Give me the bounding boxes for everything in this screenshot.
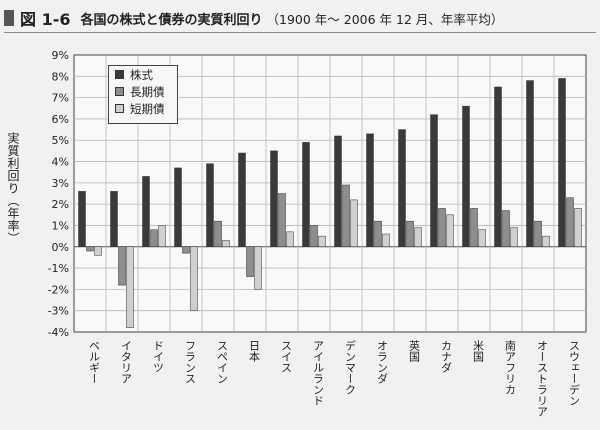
figure-title-bar: 図 1-6 各国の株式と債券の実質利回り （1900 年～ 2006 年 12 … xyxy=(4,6,596,30)
bar-stock xyxy=(174,167,182,248)
x-category-label: デンマーク xyxy=(344,339,357,395)
legend-label: 長期債 xyxy=(130,84,165,99)
bar-long-bond xyxy=(182,246,190,254)
y-tick-label: 2% xyxy=(52,198,69,211)
bar-short-bond xyxy=(478,229,486,248)
bar-stock xyxy=(334,135,342,248)
bar-short-bond xyxy=(350,199,358,248)
bar-stock xyxy=(494,86,502,248)
bar-long-bond xyxy=(310,225,318,248)
bar-short-bond xyxy=(446,214,454,248)
legend-item: 短期債 xyxy=(109,100,177,117)
x-category-label: 南アフリカ xyxy=(504,340,517,395)
bar-short-bond xyxy=(542,235,550,248)
title-divider xyxy=(4,32,596,33)
bar-long-bond xyxy=(118,246,126,286)
bar-stock xyxy=(110,191,118,248)
bar-short-bond xyxy=(414,227,422,248)
legend-label: 株式 xyxy=(130,67,153,82)
bar-stock xyxy=(78,191,86,248)
x-category-label: オランダ xyxy=(376,340,389,384)
bar-long-bond xyxy=(534,220,542,248)
x-category-label: アイルランド xyxy=(312,340,325,406)
bar-long-bond xyxy=(278,193,286,248)
bar-short-bond xyxy=(510,227,518,248)
figure-subtitle: （1900 年～ 2006 年 12 月、年率平均） xyxy=(266,11,504,27)
y-tick-label: 3% xyxy=(52,177,69,190)
bar-short-bond xyxy=(158,225,166,248)
bar-stock xyxy=(366,133,374,248)
bar-short-bond xyxy=(286,231,294,248)
legend-item: 株式 xyxy=(109,66,177,83)
legend-swatch xyxy=(115,87,124,96)
bar-long-bond xyxy=(470,208,478,248)
bar-short-bond xyxy=(318,235,326,248)
x-category-label: スペイン xyxy=(216,340,229,384)
bar-stock xyxy=(238,152,246,248)
x-category-label: フランス xyxy=(184,340,197,384)
bar-stock xyxy=(142,176,150,248)
x-category-label: 英国 xyxy=(408,339,421,363)
bar-long-bond xyxy=(406,220,414,248)
x-category-label: オーストラリア xyxy=(536,340,549,417)
x-category-label: カナダ xyxy=(440,340,453,373)
y-axis-label: 実質利回り（年率） xyxy=(6,132,20,245)
bar-long-bond xyxy=(566,197,574,248)
legend-swatch xyxy=(115,70,124,79)
bar-stock xyxy=(302,142,310,248)
bar-short-bond xyxy=(126,246,134,328)
legend-item: 長期債 xyxy=(109,83,177,100)
figure-label: 図 1-6 xyxy=(20,10,71,29)
bar-long-bond xyxy=(86,246,94,252)
y-tick-label: 5% xyxy=(52,134,69,147)
legend-swatch xyxy=(115,104,124,113)
legend-label: 短期債 xyxy=(130,101,165,116)
x-category-label: ドイツ xyxy=(152,340,165,373)
y-tick-label: -3% xyxy=(48,305,69,318)
bar-short-bond xyxy=(94,246,102,256)
chart-legend: 株式 長期債 短期債 xyxy=(108,65,178,124)
bar-short-bond xyxy=(382,233,390,248)
bar-stock xyxy=(430,114,438,248)
bar-stock xyxy=(270,150,278,248)
x-category-label: 日本 xyxy=(248,340,261,363)
x-category-label: 米国 xyxy=(472,340,485,363)
y-tick-label: 0% xyxy=(52,241,69,254)
bar-short-bond xyxy=(190,246,198,311)
x-category-label: イタリア xyxy=(120,340,133,384)
bar-short-bond xyxy=(222,240,230,248)
bar-stock xyxy=(206,163,214,248)
y-tick-label: 7% xyxy=(52,92,69,105)
y-tick-label: 8% xyxy=(52,70,69,83)
bar-short-bond xyxy=(254,246,262,290)
figure-marker xyxy=(4,10,14,26)
bar-short-bond xyxy=(574,208,582,248)
y-tick-label: -4% xyxy=(48,326,69,339)
x-category-label: スイス xyxy=(280,340,293,373)
bar-stock xyxy=(462,105,470,248)
y-tick-label: 4% xyxy=(52,156,69,169)
bar-stock xyxy=(398,129,406,248)
bar-long-bond xyxy=(342,184,350,248)
bar-long-bond xyxy=(214,220,222,248)
bar-stock xyxy=(526,80,534,248)
bar-long-bond xyxy=(502,210,510,248)
x-category-label: ベルギー xyxy=(88,340,101,384)
y-tick-label: 6% xyxy=(52,113,69,126)
bar-long-bond xyxy=(150,229,158,248)
bar-long-bond xyxy=(374,220,382,248)
bar-stock xyxy=(558,78,566,248)
y-tick-label: 1% xyxy=(52,219,69,232)
bar-long-bond xyxy=(246,246,254,277)
figure-title: 各国の株式と債券の実質利回り xyxy=(80,12,263,28)
bar-long-bond xyxy=(438,208,446,248)
y-tick-label: -2% xyxy=(48,283,69,296)
x-category-label: スウェーデン xyxy=(568,340,581,406)
y-tick-label: -1% xyxy=(48,262,69,275)
y-tick-label: 9% xyxy=(52,49,69,62)
